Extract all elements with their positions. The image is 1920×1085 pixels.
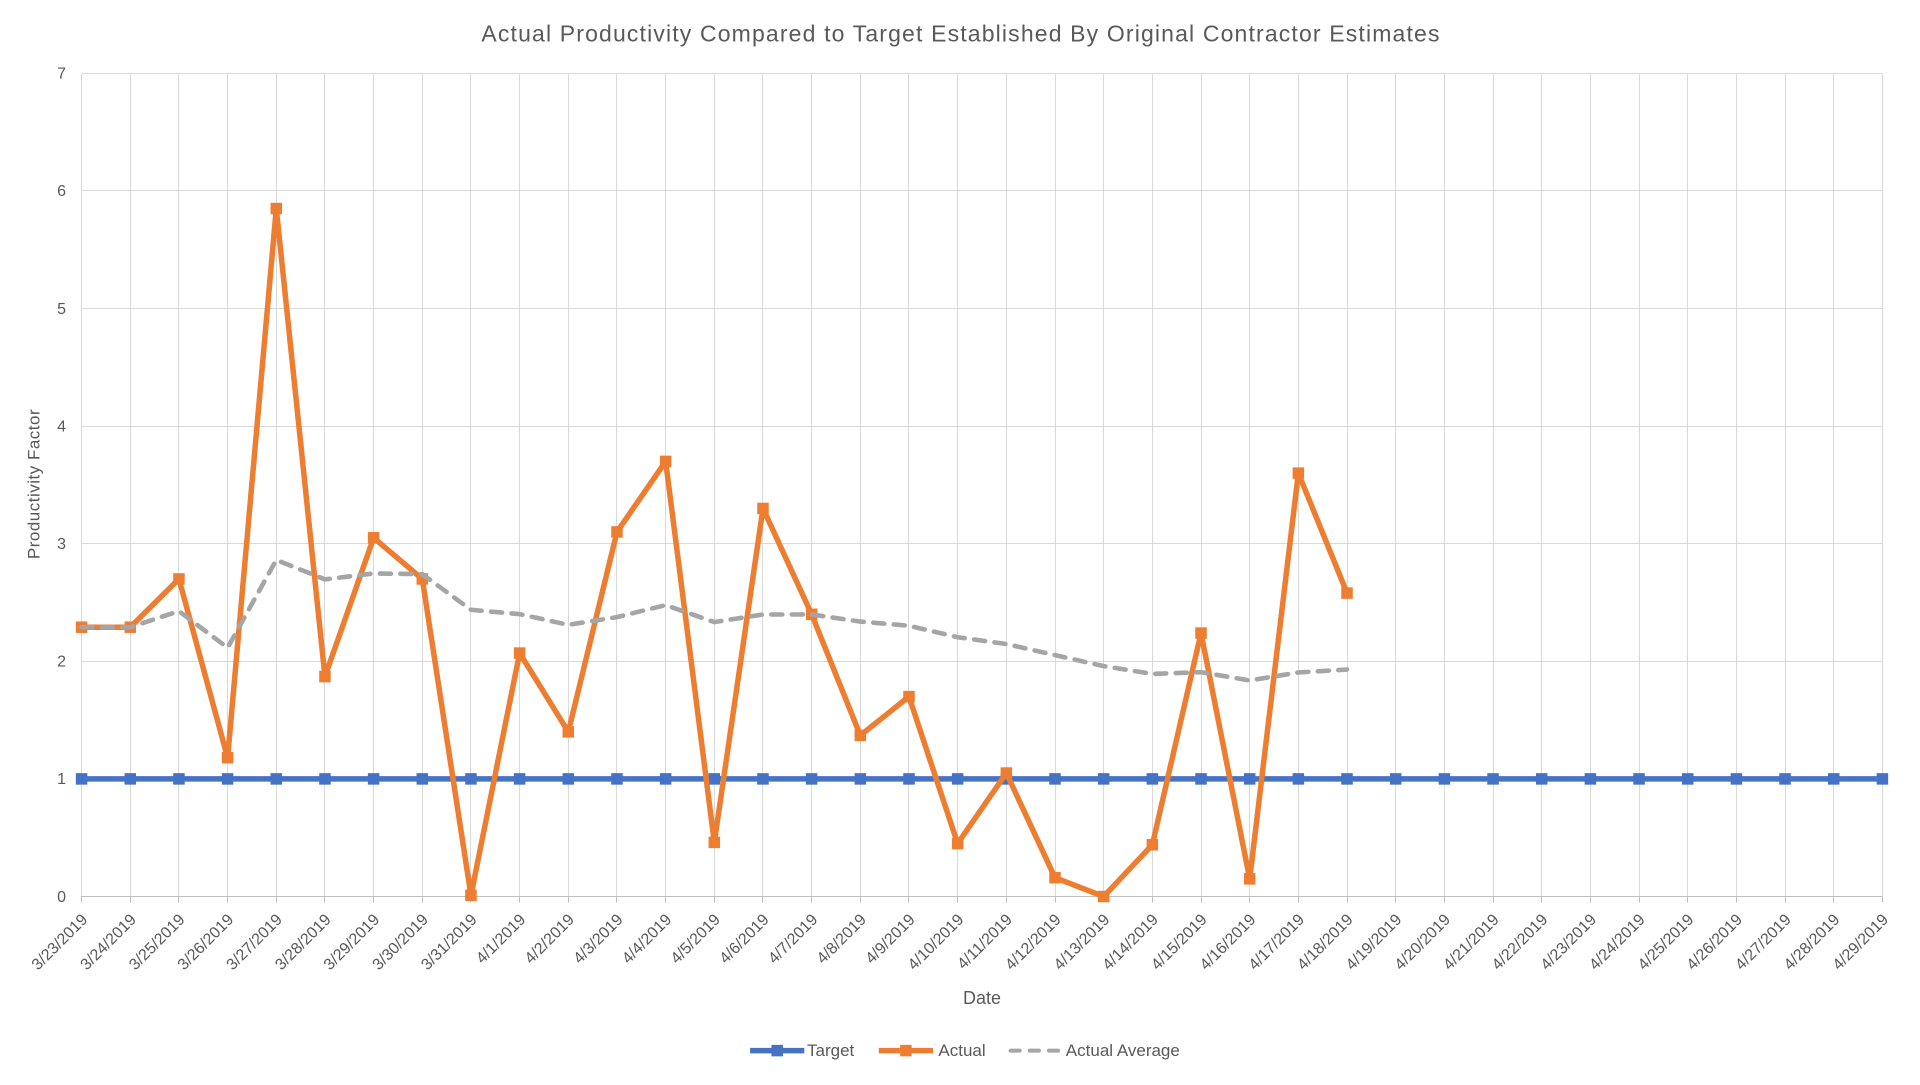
svg-text:5: 5 [57, 301, 66, 318]
svg-text:0: 0 [57, 889, 66, 906]
svg-text:2: 2 [57, 654, 66, 671]
svg-text:6: 6 [57, 183, 66, 200]
svg-text:4: 4 [57, 418, 66, 435]
svg-text:Actual Productivity Compared t: Actual Productivity Compared to Target E… [481, 21, 1440, 47]
svg-text:Date: Date [963, 988, 1001, 1008]
svg-text:Productivity Factor: Productivity Factor [24, 409, 43, 559]
svg-text:Actual: Actual [938, 1041, 985, 1060]
svg-text:Target: Target [807, 1041, 855, 1060]
svg-text:7: 7 [57, 66, 66, 83]
svg-text:1: 1 [57, 771, 66, 788]
svg-text:Actual Average: Actual Average [1066, 1041, 1180, 1060]
svg-text:3: 3 [57, 536, 66, 553]
